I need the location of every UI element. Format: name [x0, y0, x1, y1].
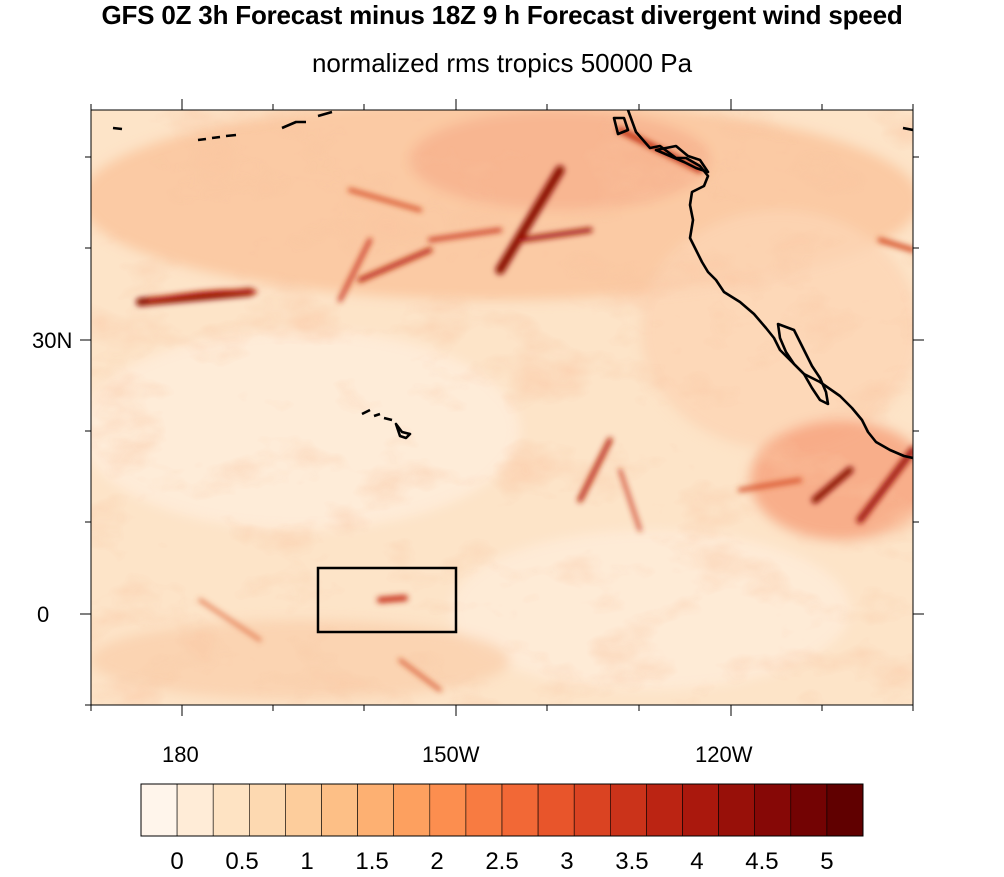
colorbar-label: 1 — [300, 848, 314, 875]
colorbar-box — [501, 783, 539, 837]
map-frame — [90, 109, 914, 706]
colorbar-box — [285, 783, 322, 837]
colorbar-box — [573, 783, 611, 837]
colorbar-box — [646, 783, 683, 837]
aleutian-3 — [281, 110, 333, 130]
colorbar-label: 0 — [170, 848, 184, 875]
colorbar-box — [790, 783, 828, 837]
map-subtitle: normalized rms tropics 50000 Pa — [311, 48, 693, 78]
coast-inlet — [654, 144, 710, 174]
colorbar-box — [754, 783, 792, 837]
colorbar-box — [393, 783, 431, 837]
colorbar-label: 3 — [560, 848, 574, 875]
colorbar-label: 5 — [820, 848, 834, 875]
colorbar-box — [357, 783, 395, 837]
colorbar-box — [826, 783, 864, 837]
colorbar-box — [682, 783, 719, 837]
lat-label-30n: 30N — [32, 328, 73, 353]
colorbar-box — [609, 783, 647, 837]
aleutian-2 — [197, 133, 237, 142]
colorbar-box — [718, 783, 755, 837]
north-america-coast — [626, 110, 913, 460]
colorbar-label: 2.5 — [485, 848, 519, 875]
colorbar-label: 4.5 — [745, 848, 779, 875]
colorbar-label: 3.5 — [615, 848, 649, 875]
colorbar-box — [140, 783, 178, 837]
colorbar-box — [249, 783, 286, 837]
colorbar-box — [465, 783, 503, 837]
alaska-edge — [902, 126, 913, 132]
lon-label-150w: 150W — [422, 742, 480, 767]
colorbar-box — [176, 783, 214, 837]
colorbar-box — [321, 783, 358, 837]
tick-marks — [80, 99, 924, 716]
highlight-box — [316, 566, 458, 634]
colorbar-label: 1.5 — [355, 848, 389, 875]
colorbar-box — [537, 783, 575, 837]
colorbar-frame — [140, 783, 864, 837]
colorbar-label: 0.5 — [225, 848, 259, 875]
aleutian-1 — [112, 126, 123, 131]
vancouver-island — [612, 116, 630, 136]
colorbar-label: 4 — [690, 848, 704, 875]
colorbar-box — [429, 783, 467, 837]
map-title: GFS 0Z 3h Forecast minus 18Z 9 h Forecas… — [101, 0, 903, 30]
lon-label-120w: 120W — [695, 742, 753, 767]
colorbar-label: 2 — [430, 848, 444, 875]
baja-california — [776, 322, 830, 406]
lat-label-0: 0 — [37, 602, 50, 627]
colorbar-box — [212, 783, 250, 837]
lon-label-180: 180 — [162, 742, 199, 767]
colorbar-boxes — [140, 783, 864, 837]
hawaii-islands — [361, 408, 412, 440]
coastlines — [112, 110, 913, 460]
field-streaks — [136, 127, 913, 692]
